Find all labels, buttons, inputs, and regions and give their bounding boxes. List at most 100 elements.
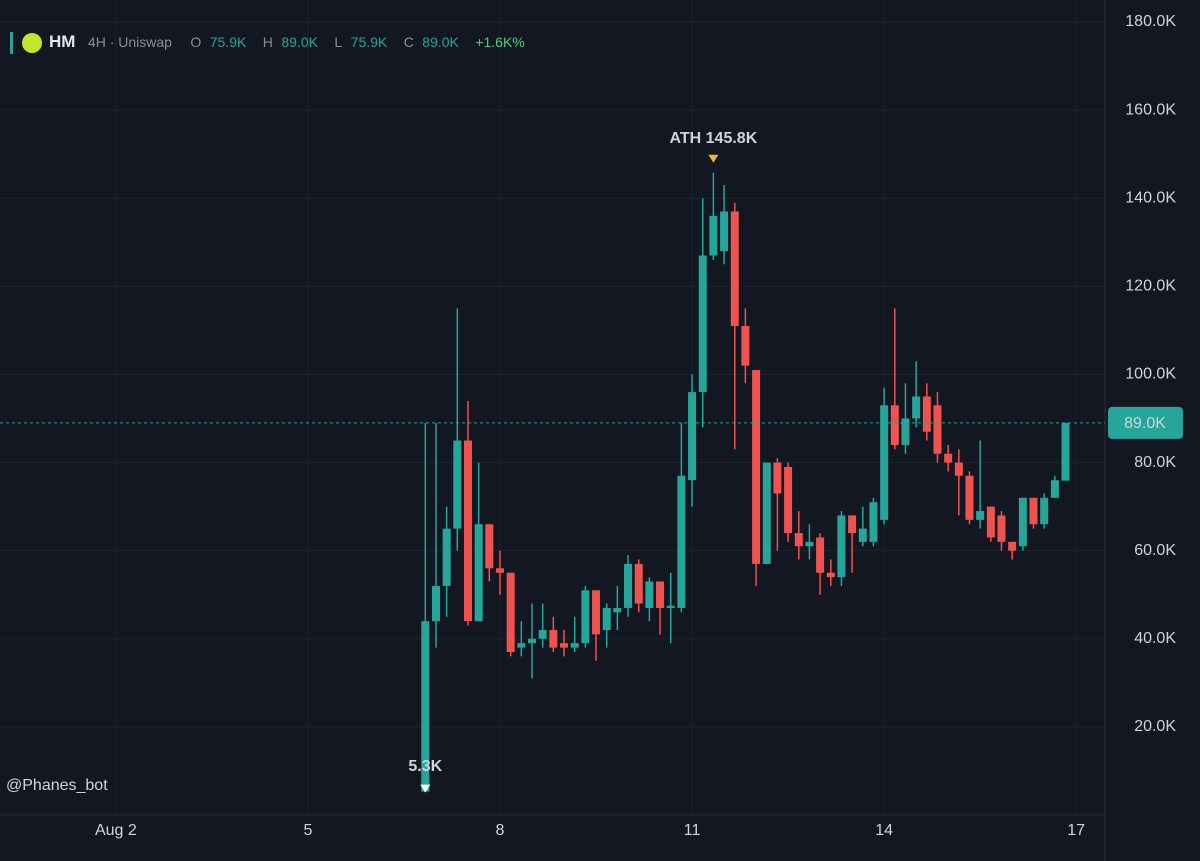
x-tick-label: Aug 2: [95, 822, 137, 839]
candle-body: [698, 255, 707, 393]
candle-body: [656, 581, 665, 608]
last-price-label: 89.0K: [1124, 415, 1166, 432]
candle-body: [784, 466, 793, 534]
candle-body: [1040, 497, 1049, 525]
symbol: HM: [49, 32, 75, 51]
candle-body: [794, 533, 803, 547]
ohlc-label: H: [263, 34, 273, 50]
header: HM 4H · Uniswap O 75.9K H 89.0K L 75.9K …: [49, 32, 525, 51]
interval: 4H · Uniswap: [88, 34, 172, 50]
candle-body: [805, 541, 814, 547]
candle-body: [720, 211, 729, 252]
candle-body: [709, 215, 718, 256]
candle-body: [442, 528, 451, 586]
candle-body: [463, 440, 472, 622]
ohlc-value: 89.0K: [422, 34, 459, 50]
y-tick-label: 140.0K: [1125, 189, 1176, 206]
candle-body: [1018, 497, 1027, 547]
candle-body: [1050, 480, 1059, 498]
candle-body: [1029, 497, 1038, 525]
candle-body: [826, 572, 835, 578]
annotation-marker: [420, 784, 431, 793]
candle-body: [1061, 422, 1070, 481]
candle-body: [602, 607, 611, 630]
y-tick-label: 100.0K: [1125, 366, 1176, 383]
ohlc-label: C: [404, 34, 414, 50]
candle-body: [517, 643, 526, 648]
candle-body: [645, 581, 654, 608]
change: +1.6K%: [475, 34, 524, 50]
candle-body: [677, 475, 686, 608]
candle-body: [485, 524, 494, 569]
ohlc-value: 75.9K: [210, 34, 247, 50]
candle-body: [613, 607, 622, 613]
candle-body: [944, 453, 953, 463]
candle-body: [592, 590, 601, 635]
candles: [421, 172, 1070, 792]
ohlc-value: 75.9K: [351, 34, 388, 50]
candle-body: [869, 502, 878, 542]
candle-body: [496, 568, 505, 573]
candle-body: [816, 537, 825, 573]
candle-body: [986, 506, 995, 538]
candle-body: [634, 563, 643, 604]
candle-body: [901, 418, 910, 445]
annotation: ATH 145.8K: [670, 130, 758, 147]
candle-body: [890, 405, 899, 445]
candle-body: [954, 462, 963, 476]
candle-body: [581, 590, 590, 644]
x-tick-label: 17: [1067, 822, 1085, 839]
x-tick-label: 14: [875, 822, 893, 839]
candle-body: [880, 405, 889, 520]
candle-body: [933, 405, 942, 454]
candle-body: [922, 396, 931, 432]
x-tick-label: 8: [496, 822, 505, 839]
candle-body: [997, 515, 1006, 542]
candle-body: [848, 515, 857, 534]
y-tick-label: 20.0K: [1134, 718, 1176, 735]
candle-body: [773, 462, 782, 494]
x-tick-label: 11: [684, 822, 701, 839]
candle-body: [762, 462, 771, 564]
candle-body: [965, 475, 974, 520]
last-price-box: [1108, 406, 1183, 439]
candle-body: [912, 396, 921, 419]
token-logo: [22, 33, 42, 53]
candle-body: [421, 621, 430, 792]
candle-body: [741, 326, 750, 366]
header-accent: [10, 32, 13, 54]
annotation-marker: [708, 154, 719, 163]
candle-body: [858, 528, 867, 542]
candle-body: [837, 515, 846, 578]
candle-body: [560, 643, 569, 648]
candle-body: [688, 392, 697, 481]
candle-body: [624, 563, 633, 608]
candle-body: [431, 585, 440, 622]
x-tick-label: 5: [303, 822, 312, 839]
candle-body: [528, 638, 537, 644]
candle-body: [730, 211, 739, 326]
candle-body: [549, 629, 558, 648]
candle-body: [1008, 541, 1017, 551]
y-tick-label: 80.0K: [1134, 454, 1176, 471]
ohlc-label: L: [334, 34, 342, 50]
candle-body: [570, 643, 579, 648]
candle-body: [752, 370, 761, 564]
candle-body: [976, 511, 985, 520]
candle-body: [666, 605, 675, 608]
candle-body: [506, 572, 515, 652]
candle-body: [474, 524, 483, 622]
annotation: 5.3K: [408, 758, 442, 775]
y-tick-label: 160.0K: [1125, 101, 1176, 118]
y-tick-label: 180.0K: [1125, 13, 1176, 30]
ohlc-value: 89.0K: [281, 34, 318, 50]
y-tick-label: 40.0K: [1134, 630, 1176, 647]
y-tick-label: 60.0K: [1134, 542, 1176, 559]
candle-body: [453, 440, 462, 529]
y-tick-label: 120.0K: [1125, 278, 1176, 295]
ohlc-label: O: [190, 34, 201, 50]
watermark: @Phanes_bot: [6, 777, 108, 794]
